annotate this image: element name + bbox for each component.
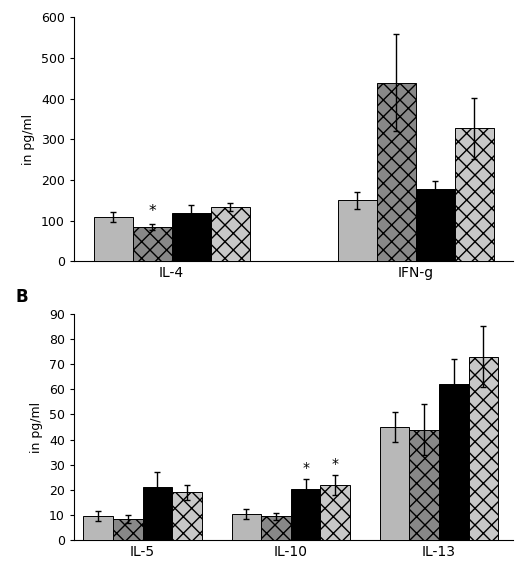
Bar <box>416 189 454 261</box>
Text: *: * <box>332 457 339 471</box>
Bar <box>380 427 409 540</box>
Bar <box>113 519 143 540</box>
Bar <box>409 429 439 540</box>
Bar <box>94 217 133 261</box>
Text: *: * <box>148 204 156 218</box>
Text: *: * <box>302 461 309 475</box>
Bar <box>454 128 494 261</box>
Bar <box>84 517 113 540</box>
Bar <box>469 357 498 540</box>
Bar <box>439 384 469 540</box>
Text: B: B <box>16 288 29 306</box>
Bar <box>261 517 291 540</box>
Bar <box>211 207 250 261</box>
Bar <box>291 489 321 540</box>
Bar <box>321 485 350 540</box>
Y-axis label: in pg/ml: in pg/ml <box>31 401 43 453</box>
Bar <box>232 514 261 540</box>
Bar <box>171 213 211 261</box>
Bar <box>172 493 202 540</box>
Bar <box>338 200 377 261</box>
Bar <box>133 227 171 261</box>
Bar <box>143 487 172 540</box>
Bar <box>377 83 416 261</box>
Y-axis label: in pg/ml: in pg/ml <box>22 114 35 165</box>
